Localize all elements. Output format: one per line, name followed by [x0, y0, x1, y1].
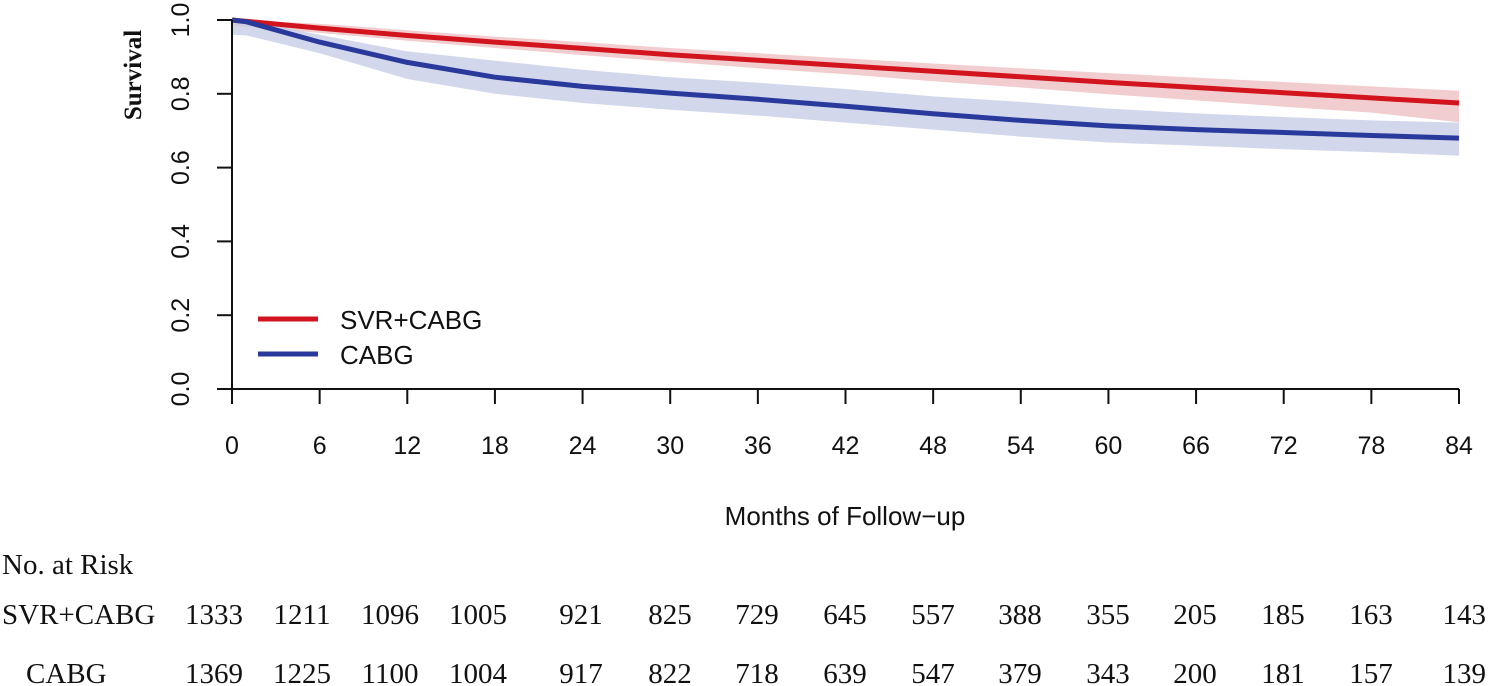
x-ticks: 0 6 12 18 24 30 36 42 48 54 60 66 72 78 84 — [225, 389, 1473, 460]
risk-value-svr-cabg: 825 — [648, 599, 692, 631]
x-tick-label: 0 — [225, 432, 239, 460]
legend-label-svr-cabg: SVR+CABG — [340, 305, 482, 335]
risk-value-svr-cabg: 388 — [998, 599, 1042, 631]
risk-value-cabg: 718 — [735, 658, 779, 686]
legend-label-cabg: CABG — [340, 340, 414, 370]
risk-value-svr-cabg: 1333 — [185, 599, 243, 631]
x-tick-label: 78 — [1357, 432, 1385, 460]
confidence-band-cabg — [232, 20, 1459, 156]
y-ticks: 0.0 0.2 0.4 0.6 0.8 1.0 — [167, 3, 232, 407]
risk-value-cabg: 1369 — [185, 658, 243, 686]
x-axis-title: Months of Follow−up — [725, 501, 966, 531]
axes: 0 6 12 18 24 30 36 42 48 54 60 66 72 78 84 0.00.20.40.… — [167, 3, 1473, 460]
risk-table-header: No. at Risk — [2, 549, 134, 581]
risk-value-svr-cabg: 645 — [823, 599, 867, 631]
y-tick-label: 0.0 — [167, 372, 195, 407]
x-tick-label: 42 — [832, 432, 860, 460]
x-tick-label: 54 — [1007, 432, 1035, 460]
y-tick-label: 0.2 — [167, 298, 195, 333]
x-tick-label: 48 — [919, 432, 947, 460]
x-tick-label: 66 — [1182, 432, 1210, 460]
risk-value-svr-cabg: 163 — [1349, 599, 1393, 631]
risk-value-svr-cabg: 557 — [911, 599, 955, 631]
risk-value-cabg: 917 — [559, 658, 603, 686]
survival-line-svr-cabg — [231, 17, 1460, 106]
x-tick-label: 72 — [1270, 432, 1298, 460]
risk-value-svr-cabg: 1096 — [361, 599, 419, 631]
risk-value-svr-cabg: 205 — [1173, 599, 1217, 631]
risk-table: No. at Risk SVR+CABG CABG 1333 1211 1096 10… — [2, 549, 1486, 686]
survival-lines — [231, 17, 1460, 141]
y-tick-label: 0.4 — [167, 224, 195, 259]
x-tick-label: 12 — [393, 432, 421, 460]
risk-value-cabg: 379 — [998, 658, 1042, 686]
risk-value-cabg: 139 — [1443, 658, 1487, 686]
risk-value-cabg: 1004 — [449, 658, 508, 686]
risk-value-cabg: 200 — [1173, 658, 1217, 686]
risk-value-svr-cabg: 185 — [1261, 599, 1305, 631]
y-tick-label: 0.8 — [167, 76, 195, 111]
x-tick-label: 24 — [569, 432, 597, 460]
x-tick-label: 18 — [481, 432, 509, 460]
risk-value-svr-cabg: 729 — [735, 599, 779, 631]
y-tick-label: 0.6 — [167, 150, 195, 185]
risk-values: 1333 1211 1096 1005 921 825 729 645 557 388 355 205… — [185, 599, 1486, 686]
risk-value-cabg: 822 — [648, 658, 692, 686]
y-axis-title: Survival — [120, 30, 147, 120]
risk-row-label-cabg: CABG — [26, 658, 107, 686]
confidence-bands — [232, 20, 1459, 156]
x-tick-label: 60 — [1095, 432, 1123, 460]
risk-value-svr-cabg: 1211 — [274, 599, 331, 631]
risk-value-svr-cabg: 355 — [1086, 599, 1130, 631]
risk-value-cabg: 639 — [823, 658, 867, 686]
x-tick-label: 6 — [313, 432, 327, 460]
risk-value-svr-cabg: 1005 — [449, 599, 507, 631]
x-tick-label: 30 — [656, 432, 684, 460]
risk-value-cabg: 343 — [1086, 658, 1130, 686]
risk-value-cabg: 1225 — [273, 658, 331, 686]
risk-value-svr-cabg: 921 — [559, 599, 603, 631]
x-tick-label: 84 — [1445, 432, 1473, 460]
y-tick-label: 1.0 — [167, 3, 195, 38]
legend: SVR+CABG CABG — [258, 305, 482, 370]
risk-value-cabg: 157 — [1349, 658, 1393, 686]
risk-value-cabg: 547 — [911, 658, 955, 686]
risk-value-cabg: 1100 — [362, 658, 419, 686]
x-tick-label: 36 — [744, 432, 772, 460]
survival-line-cabg — [231, 17, 1460, 141]
risk-value-svr-cabg: 143 — [1443, 599, 1487, 631]
risk-row-label-svr-cabg: SVR+CABG — [2, 599, 155, 631]
risk-value-cabg: 181 — [1261, 658, 1305, 686]
